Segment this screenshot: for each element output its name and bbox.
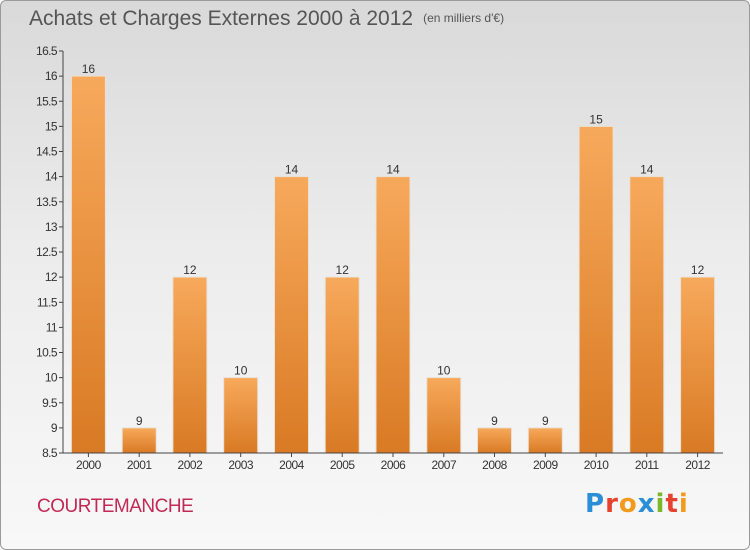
logo-letter: o bbox=[618, 489, 638, 519]
bar-2012 bbox=[680, 276, 716, 454]
y-tick-label: 9.5 bbox=[42, 396, 58, 410]
logo-letter: x bbox=[637, 489, 656, 519]
bar-2003 bbox=[223, 377, 259, 454]
y-tick-label: 12.5 bbox=[36, 245, 58, 259]
y-tick-label: 11.5 bbox=[37, 295, 58, 309]
data-label-2001: 9 bbox=[136, 414, 143, 428]
y-tick-label: 11 bbox=[46, 320, 58, 334]
data-label-2009: 9 bbox=[542, 414, 549, 428]
x-tick-label-2010: 2010 bbox=[584, 458, 610, 472]
x-tick-label-2001: 2001 bbox=[127, 458, 153, 472]
logo-letter: t bbox=[665, 489, 679, 519]
y-tick-label: 12 bbox=[45, 270, 58, 284]
x-tick-label-2007: 2007 bbox=[431, 458, 457, 472]
x-tick-label-2005: 2005 bbox=[330, 458, 356, 472]
data-label-2008: 9 bbox=[491, 414, 498, 428]
bar-2005 bbox=[324, 276, 360, 454]
y-tick-label: 16 bbox=[45, 69, 58, 83]
y-tick-label: 15 bbox=[45, 119, 58, 133]
data-label-2011: 14 bbox=[640, 163, 654, 177]
bar-series: 16 9 12 10 14 12 14 10 9 9 15 14 12 bbox=[70, 62, 716, 454]
data-label-2000: 16 bbox=[82, 62, 96, 76]
y-tick-label: 10.5 bbox=[36, 346, 58, 360]
x-tick-label-2008: 2008 bbox=[482, 458, 508, 472]
data-label-2012: 12 bbox=[691, 263, 705, 277]
bar-2007 bbox=[426, 377, 462, 454]
y-tick-label: 10 bbox=[45, 371, 58, 385]
y-tick-label: 14 bbox=[45, 170, 58, 184]
x-tick-label-2012: 2012 bbox=[685, 458, 711, 472]
logo-letter: i bbox=[678, 489, 689, 519]
data-label-2003: 10 bbox=[234, 364, 248, 378]
bar-2010 bbox=[578, 125, 614, 454]
bar-2001 bbox=[121, 427, 157, 454]
bar-2004 bbox=[274, 176, 309, 454]
data-label-2002: 12 bbox=[183, 263, 197, 277]
data-label-2010: 15 bbox=[589, 112, 603, 126]
data-label-2004: 14 bbox=[285, 163, 299, 177]
x-tick-label-2002: 2002 bbox=[178, 458, 204, 472]
place-name: COURTEMANCHE bbox=[37, 496, 194, 517]
bar-2008 bbox=[477, 427, 512, 454]
x-tick-label-2003: 2003 bbox=[228, 458, 254, 472]
x-tick-label-2011: 2011 bbox=[635, 458, 660, 472]
data-label-2007: 10 bbox=[437, 364, 451, 378]
proxiti-logo: Proxiti bbox=[585, 489, 689, 519]
chart-unit: (en milliers d'€) bbox=[423, 11, 505, 25]
y-tick-label: 13.5 bbox=[36, 195, 58, 209]
x-axis: 2000 2001 2002 2003 2004 2005 2006 2007 2008 2009… bbox=[63, 452, 723, 472]
bar-2000 bbox=[70, 75, 106, 454]
y-tick-label: 9 bbox=[51, 421, 58, 435]
bar-2011 bbox=[629, 176, 665, 454]
y-tick-label: 8.5 bbox=[42, 446, 58, 460]
y-tick-label: 14.5 bbox=[36, 145, 58, 159]
logo-letter: i bbox=[655, 489, 666, 519]
chart-title: Achats et Charges Externes 2000 à 2012 (e… bbox=[29, 7, 504, 31]
data-label-2006: 14 bbox=[386, 163, 400, 177]
y-tick-label: 15.5 bbox=[36, 94, 58, 108]
x-tick-label-2000: 2000 bbox=[76, 458, 102, 472]
data-label-2005: 12 bbox=[336, 263, 350, 277]
logo-letter: r bbox=[605, 489, 619, 519]
bar-2002 bbox=[172, 276, 208, 454]
bar-2009 bbox=[527, 427, 563, 454]
x-tick-label-2009: 2009 bbox=[533, 458, 559, 472]
y-tick-label: 13 bbox=[45, 220, 58, 234]
bar-2006 bbox=[375, 176, 411, 454]
y-tick-label: 16.5 bbox=[36, 44, 58, 58]
chart-title-text: Achats et Charges Externes 2000 à 2012 bbox=[29, 7, 414, 30]
x-tick-label-2004: 2004 bbox=[279, 458, 305, 472]
x-tick-label-2006: 2006 bbox=[381, 458, 407, 472]
y-axis: 8.5 9 9.5 10 10.5 11 11.5 12 12.5 13 13.5 14 14.5 15 1… bbox=[36, 44, 64, 460]
logo-letter: P bbox=[585, 489, 606, 519]
